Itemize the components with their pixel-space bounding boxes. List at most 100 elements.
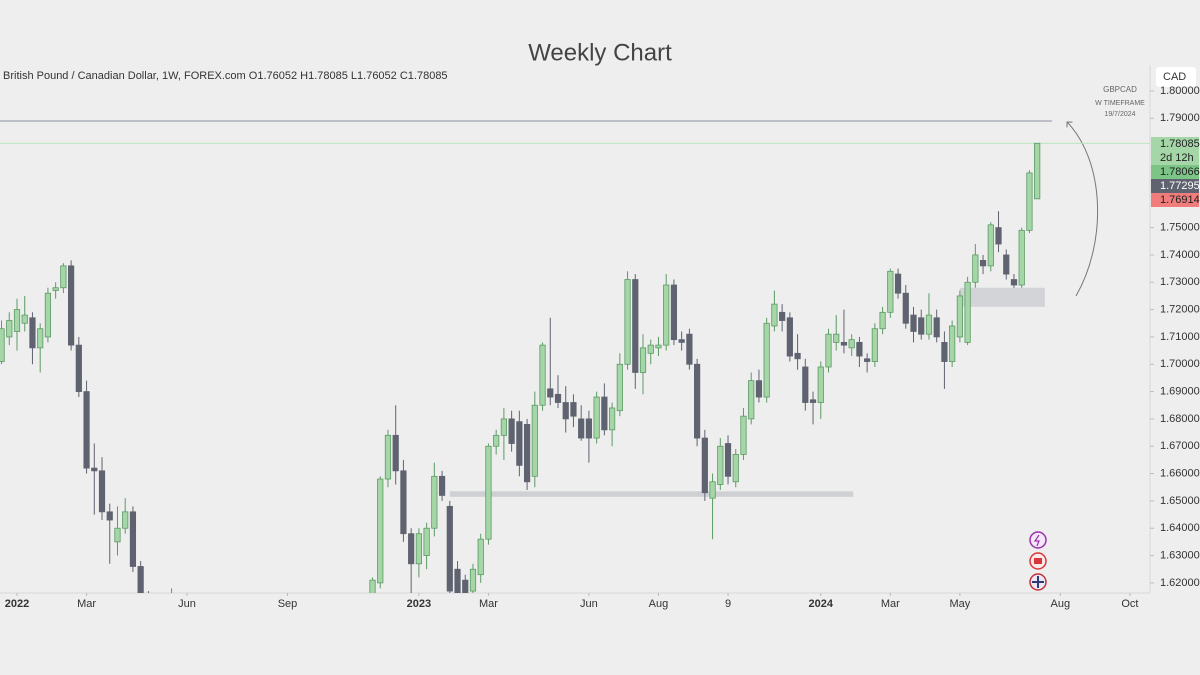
candle-body <box>68 265 75 346</box>
candle-body <box>44 292 52 338</box>
candle-body <box>732 454 739 483</box>
candle-body <box>1026 172 1033 231</box>
candle-body <box>639 347 647 373</box>
candle-body <box>539 344 546 406</box>
price-label: 1.77295 <box>1160 180 1200 192</box>
candle-body <box>392 434 399 472</box>
candle-body <box>840 341 848 346</box>
candle-body <box>748 380 755 420</box>
candle-body <box>384 434 392 480</box>
candle-body <box>601 396 608 431</box>
candle-body <box>129 511 137 567</box>
y-tick-label: 1.66000 <box>1160 467 1200 479</box>
candle-body <box>477 538 484 576</box>
price-label: 1.76914 <box>1160 194 1200 206</box>
candle-body <box>755 380 763 398</box>
candle-body <box>75 344 82 392</box>
annotation: W TIMEFRAME <box>1095 100 1145 107</box>
y-tick-label: 1.64000 <box>1160 522 1200 534</box>
event-icon[interactable] <box>1029 531 1047 549</box>
x-tick-label: Jun <box>580 598 598 610</box>
x-tick-label: Sep <box>278 598 298 610</box>
candle-body <box>531 404 538 477</box>
currency-box[interactable] <box>1156 67 1196 87</box>
candle-body <box>910 314 917 332</box>
candle-body <box>972 254 979 283</box>
candle-body <box>678 339 685 343</box>
candle-body <box>771 303 778 327</box>
candle-body <box>578 418 585 439</box>
x-tick-label: 2023 <box>407 598 431 610</box>
event-icons[interactable] <box>1029 531 1047 591</box>
candle-body <box>415 533 422 565</box>
y-tick-label: 1.68000 <box>1160 413 1200 425</box>
candle-body <box>856 341 863 357</box>
candle-body <box>616 363 623 412</box>
candle-body <box>825 333 832 368</box>
y-tick-label: 1.70000 <box>1160 358 1200 370</box>
candle-body <box>0 328 5 362</box>
price-label: 1.78066 <box>1160 166 1200 178</box>
candle-body <box>562 402 569 420</box>
candle-body <box>114 527 121 543</box>
candle-body <box>585 418 593 439</box>
candle-body <box>60 265 67 289</box>
candle-body <box>508 418 515 444</box>
candle-body <box>1018 229 1025 286</box>
candle-body <box>941 341 948 362</box>
candle-body <box>624 279 631 365</box>
candle-body <box>21 314 28 324</box>
candle-body <box>709 481 716 499</box>
x-tick-label: Jun <box>178 598 196 610</box>
candle-body <box>949 325 956 362</box>
plot-area <box>0 120 1150 593</box>
candle-body <box>794 352 801 360</box>
candle-body <box>887 270 894 313</box>
candle-body <box>987 224 994 267</box>
zone <box>449 491 854 497</box>
candle-body <box>902 292 909 324</box>
candle-body <box>122 511 129 529</box>
candle-body <box>408 533 415 565</box>
candle-body <box>724 443 732 477</box>
candle-body <box>918 317 925 335</box>
candle-body <box>523 423 531 483</box>
candle-body <box>37 328 44 349</box>
annotation: 19/7/2024 <box>1104 111 1135 118</box>
x-tick-label: May <box>949 598 970 610</box>
candle-body <box>516 421 523 466</box>
price-label-box <box>1151 137 1199 151</box>
candle-body <box>632 279 639 373</box>
x-tick-label: Mar <box>77 598 96 610</box>
candle-body <box>894 273 902 294</box>
candle-body <box>431 475 438 529</box>
currency-label[interactable]: CAD <box>1163 71 1186 83</box>
candle-body <box>670 284 678 341</box>
candle-body <box>13 309 21 332</box>
candle-body <box>964 281 971 343</box>
x-tick-label: Aug <box>649 598 669 610</box>
candle-body <box>694 363 701 439</box>
x-tick-label: Aug <box>1051 598 1071 610</box>
price-label-box <box>1151 151 1199 165</box>
chart-title: Weekly Chart <box>528 39 672 66</box>
candle-body <box>717 445 724 485</box>
event-icon-glyph <box>1033 534 1040 547</box>
x-tick-label: 2024 <box>809 598 834 610</box>
candle-body <box>469 568 477 592</box>
arrow <box>1067 122 1099 297</box>
x-tick-label: 2022 <box>5 598 29 610</box>
candle-body <box>454 568 461 593</box>
candle-body <box>6 320 13 338</box>
candle-body <box>137 566 144 593</box>
zone <box>959 287 1045 307</box>
y-tick-label: 1.71000 <box>1160 331 1200 343</box>
symbol-header: British Pound / Canadian Dollar, 1W, FOR… <box>3 70 448 82</box>
candle-body <box>29 317 36 349</box>
y-tick-label: 1.62000 <box>1160 577 1200 589</box>
candle-body <box>740 415 747 455</box>
candle-body <box>647 344 654 354</box>
price-label: 2d 12h <box>1160 152 1194 164</box>
candle-body <box>663 284 670 346</box>
